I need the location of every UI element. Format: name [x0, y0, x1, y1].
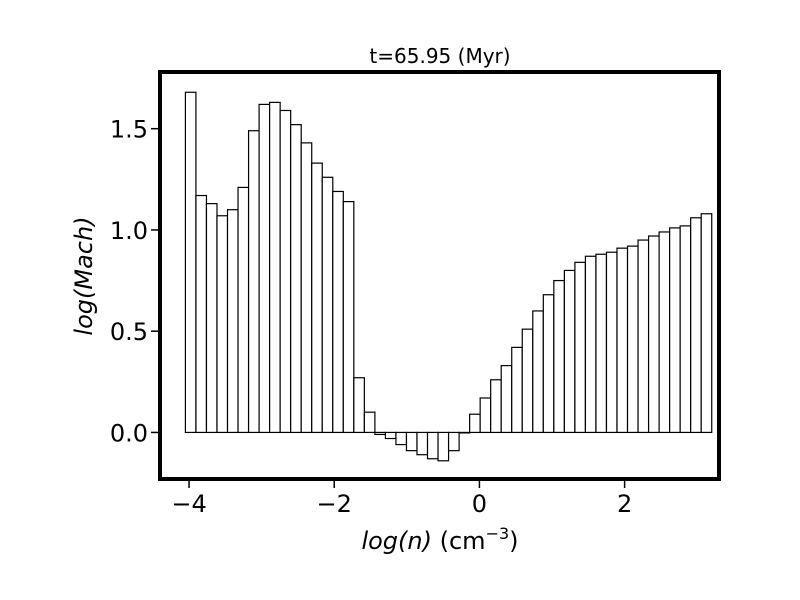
x-tick-label: 2 [617, 490, 632, 518]
histogram-bar [216, 215, 229, 434]
x-tick-label: 0 [472, 490, 487, 518]
histogram-bar [669, 227, 681, 434]
y-axis-ticks: 0.0 0.5 1.0 1.5 [110, 116, 158, 447]
histogram-bar [269, 101, 281, 434]
histogram-bar [469, 413, 481, 434]
histogram-bar [500, 365, 513, 434]
x-axis-ticks: −4 −2 0 2 [171, 481, 632, 518]
histogram-bar [626, 245, 639, 434]
histogram-bar [521, 328, 534, 434]
histogram-bar [511, 346, 523, 434]
histogram-bar [574, 261, 587, 434]
histogram-bar [647, 235, 660, 434]
plot-frame [158, 70, 721, 481]
histogram-bar [332, 190, 344, 434]
histogram-bar [311, 162, 323, 434]
x-tick-label: −4 [171, 490, 206, 518]
histogram-bar [584, 255, 597, 434]
histogram-bar [384, 431, 397, 440]
histogram-bars [184, 91, 713, 462]
histogram-bar [690, 217, 702, 434]
histogram-bar [553, 279, 565, 434]
histogram-bar [700, 213, 713, 434]
histogram-bar [195, 194, 208, 434]
y-tick-label: 0.5 [110, 318, 148, 346]
histogram-bar [226, 209, 239, 434]
y-tick-label: 0.0 [110, 419, 148, 447]
histogram-bar [658, 231, 671, 434]
chart-title: t=65.95 (Myr) [369, 44, 510, 68]
histogram-bar [616, 247, 629, 434]
histogram-bar [542, 294, 555, 434]
histogram-bar [447, 431, 460, 452]
histogram-bar [184, 91, 197, 434]
histogram-bar [290, 124, 302, 434]
histogram-bar [363, 411, 376, 434]
histogram-bar [237, 186, 250, 434]
histogram-bar [395, 431, 408, 446]
histogram-bar [479, 397, 492, 434]
histogram-bar [374, 431, 387, 436]
histogram-bar [458, 431, 471, 434]
histogram-bar [416, 431, 429, 456]
histogram-bar [247, 130, 260, 434]
histogram-bar [342, 200, 355, 434]
histogram-bar [321, 176, 334, 434]
histogram-bar [426, 431, 439, 460]
histogram-bar [279, 109, 292, 434]
y-tick-label: 1.5 [110, 116, 148, 144]
histogram-bar [353, 377, 365, 434]
histogram-bar [679, 225, 692, 434]
histogram-bar [205, 203, 218, 434]
histogram-bar [490, 379, 502, 434]
histogram-bar [637, 239, 650, 434]
y-axis-label: log(Mach) [70, 216, 98, 335]
histogram-bar [605, 251, 618, 434]
histogram-bar [437, 431, 450, 462]
histogram-bar [563, 269, 576, 434]
histogram-bar [258, 103, 271, 434]
x-tick-label: −2 [317, 490, 352, 518]
x-axis-label: log(n) (cm−3) [361, 524, 518, 555]
y-tick-label: 1.0 [110, 217, 148, 245]
histogram-bar [532, 310, 544, 434]
histogram-bar [595, 253, 608, 434]
histogram-bar [405, 431, 418, 452]
histogram-bar [300, 142, 313, 434]
